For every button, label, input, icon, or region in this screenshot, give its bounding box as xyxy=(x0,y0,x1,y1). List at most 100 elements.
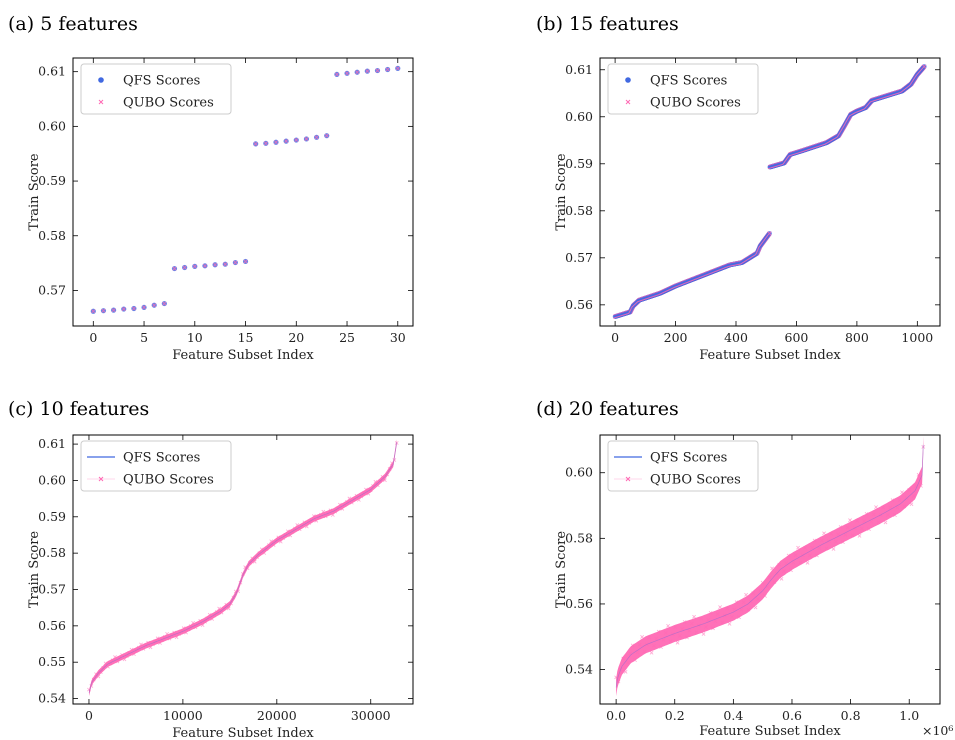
qubo-point xyxy=(177,632,181,637)
qubo-point xyxy=(151,642,155,647)
legend-box xyxy=(80,440,232,492)
qubo-point xyxy=(186,627,191,632)
qubo-point xyxy=(110,658,115,663)
data-layer xyxy=(612,64,927,319)
qubo-point xyxy=(855,518,860,523)
x-tick-label: 30000 xyxy=(351,708,391,723)
x-tick-label: 0.6 xyxy=(782,708,802,723)
qubo-point xyxy=(167,636,172,641)
qubo-point xyxy=(323,514,328,519)
legend-marker-qfs xyxy=(98,77,104,83)
legend-marker-qubo xyxy=(98,476,104,482)
qubo-point xyxy=(730,614,734,619)
legend-marker-qubo xyxy=(625,476,631,482)
x-axis-label: Feature Subset Index xyxy=(699,348,841,363)
qubo-point xyxy=(139,642,143,647)
qubo-point xyxy=(347,496,352,501)
qubo-point xyxy=(378,479,383,483)
qubo-point xyxy=(708,610,713,615)
y-tick-label: 0.59 xyxy=(38,509,66,524)
qubo-point xyxy=(330,513,335,517)
x-axis-multiplier: ×10⁶ xyxy=(922,723,953,738)
qubo-point xyxy=(172,266,177,271)
x-tick-label: 0 xyxy=(611,330,619,345)
qubo-point xyxy=(885,513,890,517)
qubo-point xyxy=(245,566,250,571)
qubo-point xyxy=(373,479,378,484)
qubo-point xyxy=(354,493,359,498)
qubo-point xyxy=(845,525,850,530)
qubo-point xyxy=(240,572,245,576)
qubo-point xyxy=(642,649,647,654)
qubo-point xyxy=(263,141,268,146)
qubo-point xyxy=(732,607,737,612)
legend-marker-qubo xyxy=(98,99,104,105)
qubo-point xyxy=(852,526,857,530)
qubo-point xyxy=(334,72,339,77)
qubo-point xyxy=(319,512,323,517)
qubo-point xyxy=(831,547,836,551)
qubo-point xyxy=(663,631,668,635)
qubo-point xyxy=(174,635,179,640)
qubo-point xyxy=(633,658,637,663)
qubo-point xyxy=(371,484,375,488)
qubo-point xyxy=(850,533,855,538)
qubo-point xyxy=(101,308,106,313)
qubo-point xyxy=(132,652,136,657)
qubo-point xyxy=(392,458,397,462)
qubo-point xyxy=(217,606,222,611)
chart-panel-2: (c) 10 features 0 10000 20000 30000 0.54 0.55 0… xyxy=(8,398,414,740)
qubo-point xyxy=(678,633,682,638)
qubo-point xyxy=(741,600,746,605)
x-tick-label: 800 xyxy=(845,330,869,345)
qubo-point xyxy=(143,643,148,648)
qubo-point xyxy=(919,483,923,488)
qubo-point xyxy=(722,613,727,618)
qubo-point xyxy=(243,259,248,264)
qubo-point xyxy=(338,502,342,507)
qubo-point xyxy=(848,518,852,523)
qubo-point xyxy=(911,494,916,498)
qubo-point xyxy=(113,655,117,659)
qubo-point xyxy=(101,665,106,670)
chart-title: (c) 10 features xyxy=(8,398,149,420)
y-tick-label: 0.61 xyxy=(38,436,66,451)
qubo-point xyxy=(779,576,784,581)
qubo-point xyxy=(902,504,907,509)
qubo-point xyxy=(689,621,694,626)
qubo-point xyxy=(210,617,214,621)
qubo-point xyxy=(281,536,285,541)
qubo-point xyxy=(888,505,893,510)
qubo-point xyxy=(304,136,309,141)
qubo-point xyxy=(777,562,782,567)
qubo-point xyxy=(223,262,228,267)
qubo-point xyxy=(122,657,127,662)
y-tick-label: 0.54 xyxy=(565,662,593,677)
qubo-point xyxy=(720,620,725,625)
qubo-point xyxy=(385,472,390,477)
qubo-point xyxy=(324,133,329,138)
x-tick-label: 0.8 xyxy=(841,708,861,723)
qubo-point xyxy=(252,559,257,564)
qubo-point xyxy=(628,651,633,656)
qubo-point xyxy=(198,618,203,623)
qubo-point xyxy=(191,620,196,625)
qubo-point xyxy=(160,638,165,642)
qubo-point xyxy=(131,306,136,311)
qubo-point xyxy=(637,642,642,647)
qubo-point xyxy=(229,601,233,606)
qubo-point xyxy=(365,69,370,74)
y-axis-label: Train Score xyxy=(554,531,569,609)
qubo-point xyxy=(803,545,808,550)
qubo-point xyxy=(271,543,276,547)
legend-label: QFS Scores xyxy=(650,74,727,89)
qubo-point xyxy=(267,543,271,548)
x-tick-label: 5 xyxy=(140,330,148,345)
y-tick-label: 0.56 xyxy=(38,618,66,633)
data-layer xyxy=(90,65,401,314)
qubo-point xyxy=(789,568,793,573)
y-tick-label: 0.56 xyxy=(565,596,593,611)
qubo-point xyxy=(871,512,876,517)
qubo-point xyxy=(661,638,666,642)
qubo-point xyxy=(141,646,146,651)
